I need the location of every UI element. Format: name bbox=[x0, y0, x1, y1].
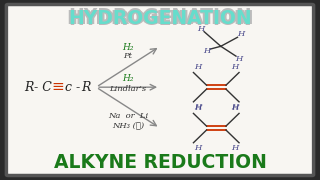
Text: H: H bbox=[194, 144, 201, 152]
Text: H: H bbox=[194, 103, 201, 111]
Text: c -: c - bbox=[65, 81, 80, 94]
Text: H: H bbox=[194, 104, 201, 112]
Text: Lindlar's: Lindlar's bbox=[109, 85, 147, 93]
Text: HYDROGENATION: HYDROGENATION bbox=[66, 9, 249, 28]
Text: NH₃ (ℓ): NH₃ (ℓ) bbox=[112, 122, 144, 130]
Text: ≡: ≡ bbox=[52, 80, 65, 94]
Text: H₂: H₂ bbox=[122, 74, 134, 83]
Text: - C: - C bbox=[34, 81, 52, 94]
Text: H₂: H₂ bbox=[122, 43, 134, 52]
Text: HYDROGENATION: HYDROGENATION bbox=[68, 10, 252, 29]
Text: Na  or  Li: Na or Li bbox=[108, 112, 148, 120]
Text: H: H bbox=[197, 25, 205, 33]
Text: R: R bbox=[25, 81, 34, 94]
Text: ALKYNE REDUCTION: ALKYNE REDUCTION bbox=[53, 153, 267, 172]
Text: HYDROGENATION: HYDROGENATION bbox=[71, 9, 254, 28]
Text: H: H bbox=[231, 63, 239, 71]
Text: H: H bbox=[231, 144, 239, 152]
Text: R: R bbox=[81, 81, 90, 94]
Text: Pt: Pt bbox=[124, 51, 132, 60]
Text: H: H bbox=[231, 104, 239, 112]
Text: HYDROGENATION: HYDROGENATION bbox=[68, 7, 252, 26]
Text: H: H bbox=[237, 30, 244, 39]
Text: H: H bbox=[204, 46, 211, 55]
Text: H: H bbox=[236, 55, 243, 63]
Text: H: H bbox=[194, 63, 201, 71]
Text: HYDROGENATION: HYDROGENATION bbox=[68, 9, 252, 28]
Text: H: H bbox=[231, 103, 239, 111]
